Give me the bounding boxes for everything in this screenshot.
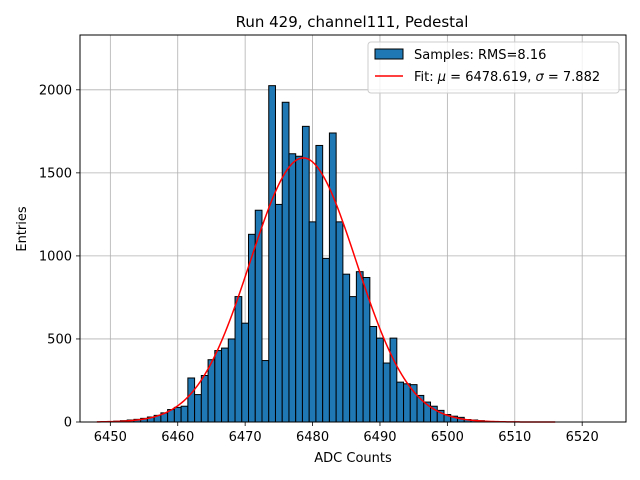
histogram-bar — [301, 125, 310, 423]
histogram-bar — [214, 350, 223, 423]
y-axis-ticks: 0 500 1000 1500 2000 — [39, 83, 80, 431]
histogram-bar — [200, 374, 209, 423]
y-axis-label: Entries — [15, 206, 30, 252]
histogram-bar — [369, 325, 378, 423]
histogram-bar — [322, 257, 330, 423]
x-tick-label: 6500 — [431, 430, 464, 445]
y-tick-label: 0 — [64, 416, 72, 431]
histogram-bar — [234, 296, 243, 423]
x-tick-label: 6450 — [94, 430, 127, 445]
x-tick-label: 6520 — [566, 430, 599, 445]
legend-entry-fit: Fit: μ = 6478.619, σ = 7.882 — [414, 70, 600, 85]
legend-entry-samples: Samples: RMS=8.16 — [414, 48, 546, 63]
histogram-bar — [308, 221, 317, 423]
x-tick-label: 6470 — [229, 430, 262, 445]
x-tick-label: 6460 — [161, 430, 194, 445]
histogram-bar — [349, 296, 357, 423]
histogram-bar — [396, 381, 405, 423]
x-tick-label: 6480 — [296, 430, 329, 445]
histogram-bar — [227, 338, 236, 423]
histogram-bar — [342, 273, 351, 423]
legend-bar-swatch — [374, 48, 404, 60]
histogram-bar — [315, 144, 324, 423]
histogram-bar — [409, 384, 418, 423]
histogram-bar — [376, 337, 384, 423]
histogram-bar — [274, 203, 283, 423]
histogram-bar — [281, 101, 290, 423]
histogram-bar — [403, 383, 411, 423]
histogram-bar — [207, 359, 216, 423]
histogram-bar — [355, 271, 364, 423]
plot-frame — [79, 34, 627, 423]
legend-box — [367, 41, 620, 94]
histogram-bar — [295, 155, 303, 423]
histogram-bar — [288, 153, 297, 423]
y-tick-label: 1000 — [39, 249, 72, 264]
histogram-bar — [194, 394, 202, 423]
histogram-bar — [173, 406, 182, 423]
x-tick-label: 6490 — [363, 430, 396, 445]
chart-title: Run 429, channel111, Pedestal — [236, 13, 469, 31]
histogram-bar — [389, 337, 398, 423]
histogram-bar — [261, 360, 270, 423]
histogram-bar — [335, 221, 344, 423]
x-axis-label: ADC Counts — [314, 451, 392, 466]
legend: Samples: RMS=8.16 Fit: μ = 6478.619, σ =… — [367, 41, 620, 94]
histogram-bar — [241, 322, 250, 423]
y-tick-label: 500 — [47, 332, 72, 347]
x-tick-label: 6510 — [498, 430, 531, 445]
y-tick-label: 1500 — [39, 166, 72, 181]
histogram-bar — [221, 347, 229, 423]
y-tick-label: 2000 — [39, 83, 72, 98]
histogram-bar — [187, 377, 196, 423]
fit-curve — [96, 157, 556, 423]
histogram-bar — [328, 132, 337, 423]
histogram-bar — [268, 85, 276, 423]
histogram-bar — [382, 362, 391, 423]
histogram-bar — [180, 405, 189, 423]
fit-curve-group — [96, 157, 556, 423]
x-axis-ticks: 6450 6460 6470 6480 6490 6500 6510 6520 — [94, 422, 599, 445]
